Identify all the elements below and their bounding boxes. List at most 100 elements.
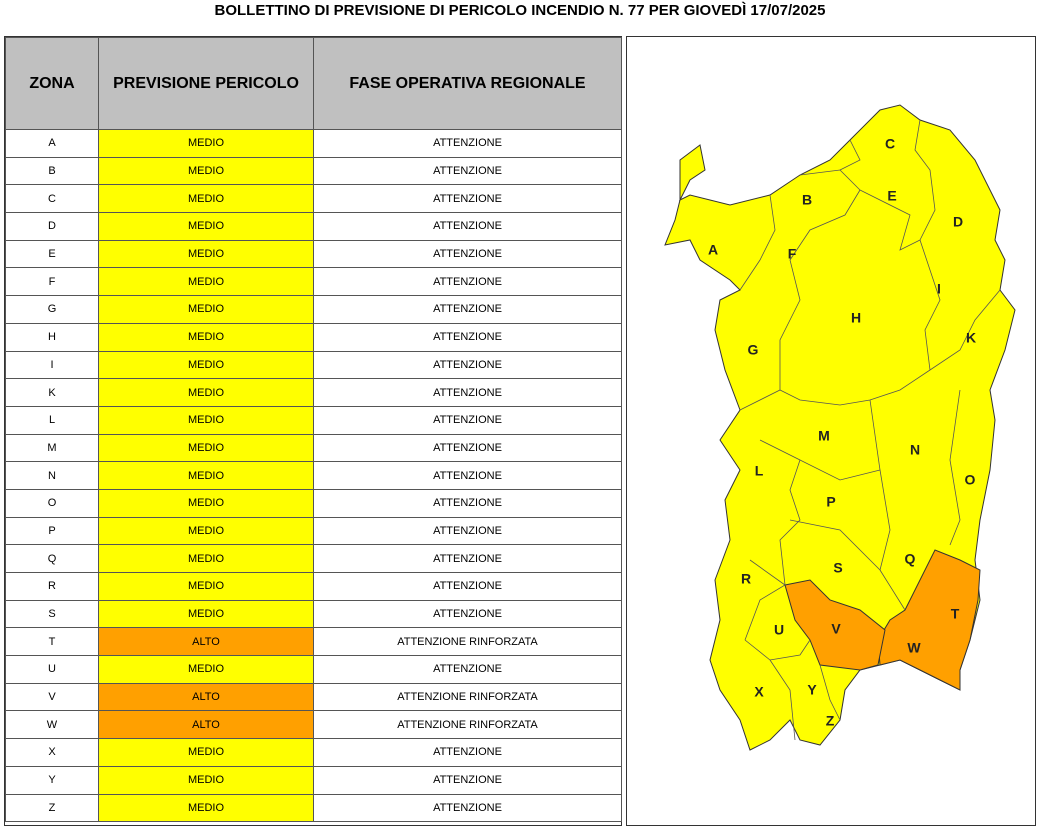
zona-cell: Q <box>5 544 99 573</box>
zona-cell: N <box>5 461 99 490</box>
table-row: X MEDIO ATTENZIONE <box>5 738 622 767</box>
zona-cell: T <box>5 627 99 657</box>
table-row: K MEDIO ATTENZIONE <box>5 378 622 407</box>
table-row: C MEDIO ATTENZIONE <box>5 184 622 214</box>
previsione-cell: MEDIO <box>98 350 314 380</box>
fase-cell: ATTENZIONE <box>313 350 622 380</box>
zona-cell: W <box>5 710 99 740</box>
zone-label: U <box>774 622 784 638</box>
zona-cell: S <box>5 599 99 629</box>
fase-cell: ATTENZIONE <box>313 184 622 214</box>
fase-cell: ATTENZIONE <box>313 461 622 490</box>
table-row: Y MEDIO ATTENZIONE <box>5 765 622 795</box>
fase-cell: ATTENZIONE <box>313 765 622 795</box>
fase-cell: ATTENZIONE <box>313 572 622 601</box>
zona-cell: O <box>5 488 99 518</box>
table-row: E MEDIO ATTENZIONE <box>5 239 622 269</box>
zona-cell: U <box>5 655 99 684</box>
zone-alto <box>784 579 886 671</box>
previsione-cell: MEDIO <box>98 156 314 186</box>
zona-cell: M <box>5 433 99 463</box>
zone-label: P <box>826 494 835 510</box>
zone-label: Z <box>826 713 835 729</box>
zone-label: W <box>907 640 921 656</box>
previsione-cell: MEDIO <box>98 267 314 297</box>
zone-label: D <box>953 214 963 230</box>
zone-label: H <box>851 310 861 326</box>
zone-label: O <box>965 472 976 488</box>
previsione-cell: MEDIO <box>98 433 314 463</box>
header-cell: FASE OPERATIVA REGIONALE <box>313 37 622 130</box>
previsione-cell: MEDIO <box>98 544 314 573</box>
zona-cell: C <box>5 184 99 214</box>
zona-cell: Z <box>5 793 99 823</box>
table-row: H MEDIO ATTENZIONE <box>5 322 622 352</box>
zona-cell: L <box>5 405 99 435</box>
fase-cell: ATTENZIONE <box>313 212 622 241</box>
previsione-cell: MEDIO <box>98 488 314 518</box>
zone-borders <box>739 119 1001 741</box>
fase-cell: ATTENZIONE <box>313 295 622 324</box>
header-cell: ZONA <box>5 37 99 130</box>
previsione-cell: MEDIO <box>98 599 314 629</box>
table: ZONA PREVISIONE PERICOLO FASE OPERATIVA … <box>5 37 622 823</box>
previsione-cell: ALTO <box>98 627 314 657</box>
previsione-cell: MEDIO <box>98 405 314 435</box>
previsione-cell: MEDIO <box>98 295 314 324</box>
fase-cell: ATTENZIONE <box>313 378 622 407</box>
table-row: I MEDIO ATTENZIONE <box>5 350 622 380</box>
zone-label: A <box>708 242 718 258</box>
zona-cell: B <box>5 156 99 186</box>
table-row: T ALTO ATTENZIONE RINFORZATA <box>5 627 622 657</box>
table-row: Q MEDIO ATTENZIONE <box>5 544 622 573</box>
header-row: ZONA PREVISIONE PERICOLO FASE OPERATIVA … <box>5 37 622 130</box>
fase-cell: ATTENZIONE <box>313 516 622 546</box>
previsione-cell: ALTO <box>98 710 314 740</box>
fase-cell: ATTENZIONE <box>313 488 622 518</box>
zone-label: T <box>951 606 960 622</box>
table-row: P MEDIO ATTENZIONE <box>5 516 622 546</box>
header-cell: PREVISIONE PERICOLO <box>98 37 314 130</box>
fase-cell: ATTENZIONE <box>313 156 622 186</box>
fase-cell: ATTENZIONE <box>313 599 622 629</box>
zona-cell: K <box>5 378 99 407</box>
previsione-cell: MEDIO <box>98 378 314 407</box>
fase-cell: ATTENZIONE <box>313 655 622 684</box>
title: BOLLETTINO DI PREVISIONE DI PERICOLO INC… <box>214 2 826 19</box>
table-row: D MEDIO ATTENZIONE <box>5 212 622 241</box>
previsione-cell: MEDIO <box>98 738 314 767</box>
table-row: U MEDIO ATTENZIONE <box>5 655 622 684</box>
zone-label: M <box>818 428 830 444</box>
previsione-cell: MEDIO <box>98 461 314 490</box>
fase-cell: ATTENZIONE <box>313 738 622 767</box>
zone-label: C <box>885 136 895 152</box>
previsione-cell: MEDIO <box>98 184 314 214</box>
table-row: N MEDIO ATTENZIONE <box>5 461 622 490</box>
previsione-cell: MEDIO <box>98 516 314 546</box>
table-row: A MEDIO ATTENZIONE <box>5 129 622 158</box>
zone-label: Q <box>905 551 916 567</box>
zona-cell: A <box>5 129 99 158</box>
zone-label: V <box>831 621 841 637</box>
zona-cell: Y <box>5 765 99 795</box>
zona-cell: F <box>5 267 99 297</box>
zone-label: R <box>741 571 751 587</box>
zona-cell: G <box>5 295 99 324</box>
table-row: B MEDIO ATTENZIONE <box>5 156 622 186</box>
zone-label: I <box>937 281 941 297</box>
previsione-cell: MEDIO <box>98 322 314 352</box>
zone-label: E <box>887 188 896 204</box>
fase-cell: ATTENZIONE <box>313 544 622 573</box>
table-box: ZONA PREVISIONE PERICOLO FASE OPERATIVA … <box>4 36 622 826</box>
table-row: M MEDIO ATTENZIONE <box>5 433 622 463</box>
zone-label: S <box>833 560 842 576</box>
zone-label: L <box>755 463 764 479</box>
fase-cell: ATTENZIONE <box>313 793 622 823</box>
table-row: V ALTO ATTENZIONE RINFORZATA <box>5 682 622 712</box>
zone-label: B <box>802 192 812 208</box>
table-row: S MEDIO ATTENZIONE <box>5 599 622 629</box>
fase-cell: ATTENZIONE <box>313 433 622 463</box>
zona-cell: P <box>5 516 99 546</box>
zona-cell: V <box>5 682 99 712</box>
